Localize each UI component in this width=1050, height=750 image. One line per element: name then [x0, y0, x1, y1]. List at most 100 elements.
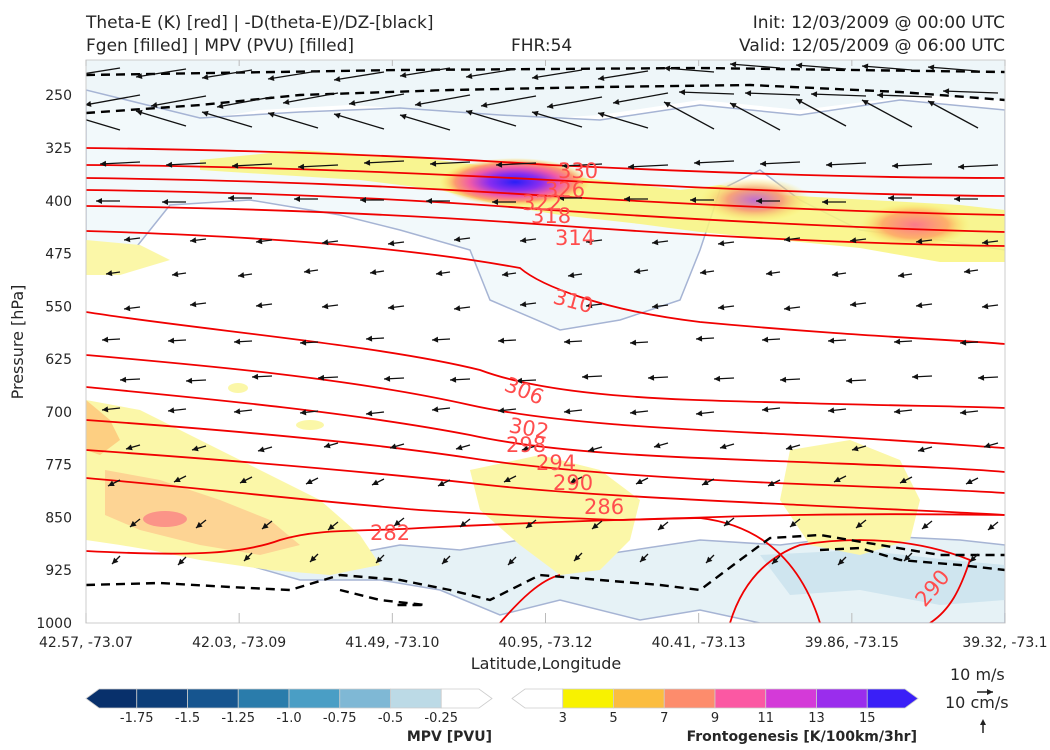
wind-vector: [876, 94, 933, 98]
colorbar-tick-label: 15: [859, 711, 876, 726]
wind-vector-head: [516, 377, 523, 384]
wind-vector-head: [228, 195, 234, 201]
wind-vector-head: [796, 62, 803, 69]
wind-vector-head: [190, 237, 197, 244]
wind-vector: [561, 163, 603, 167]
wind-vector-head: [822, 199, 828, 205]
wind-vector-head: [120, 376, 127, 383]
wind-vector: [333, 71, 385, 81]
wind-vector-head: [718, 304, 725, 311]
wind-vector: [531, 69, 583, 79]
wind-vector-head: [862, 63, 869, 70]
wind-vector-head: [432, 406, 439, 413]
wind-vector-head: [588, 446, 595, 453]
wind-vector-head: [310, 555, 317, 562]
wind-vector-head: [426, 198, 432, 204]
wind-vector-head: [192, 445, 199, 452]
wind-vector-head: [108, 480, 115, 486]
wind-vector-head: [574, 554, 581, 561]
wind-vector-head: [928, 64, 935, 71]
fgen-colorbar-title: Frontogenesis [K/100km/3hr]: [687, 729, 917, 745]
wind-vector-head: [756, 198, 762, 204]
colorbar-swatch: [440, 688, 493, 709]
wind-vector: [663, 101, 715, 130]
wind-vector-head: [954, 196, 960, 202]
y-tick-label: 550: [45, 299, 72, 315]
wind-vector-head: [102, 406, 109, 413]
wind-vector-head: [690, 197, 696, 203]
colorbar-swatch: [339, 688, 391, 709]
wind-vector-head: [334, 112, 341, 119]
wind-vector-head: [366, 335, 373, 342]
wind-vector-head: [828, 337, 835, 344]
wind-vector-head: [388, 240, 395, 247]
colorbar-tick-label: 9: [711, 711, 719, 726]
wind-vector-head: [762, 406, 769, 413]
fgen-colorbar: 3 5 7 9 11 13 15 Frontogenesis [K/100km/3hr]: [511, 688, 919, 745]
wind-vector-head: [283, 98, 290, 105]
wind-vector-head: [384, 375, 391, 382]
wind-vector-head: [102, 336, 109, 343]
wind-vector-head: [562, 162, 569, 169]
colorbar-swatch: [613, 688, 665, 709]
colorbar-tick-label: -1.0: [276, 711, 301, 726]
wind-vector: [729, 63, 781, 69]
colorbar-tick-label: 5: [609, 711, 617, 726]
wind-vector: [810, 93, 867, 97]
wind-vector-head: [268, 111, 275, 118]
wind-vector-head: [796, 99, 803, 105]
wind-vector-head: [454, 236, 461, 243]
wind-vector-head: [706, 556, 713, 563]
wind-vector-head: [234, 338, 241, 345]
wind-vector-head: [745, 90, 752, 97]
wind-vector-head: [894, 338, 901, 345]
y-tick-label: 700: [45, 405, 72, 421]
wind-vector-head: [928, 101, 935, 107]
wind-vector-head: [664, 102, 671, 108]
wind-vector-head: [922, 522, 929, 529]
wind-vector-head: [784, 305, 791, 312]
wind-vector: [891, 163, 933, 167]
wind-vector-head: [520, 301, 527, 308]
wind-vector: [678, 91, 735, 95]
contour-label-286: 286: [584, 495, 624, 519]
wind-vector-head: [760, 160, 767, 167]
init-time: Init: 12/03/2009 @ 00:00 UTC: [752, 13, 1005, 33]
contour-label-282: 282: [370, 521, 410, 545]
wind-vector-head: [364, 159, 371, 166]
wind-vector-head: [894, 408, 901, 415]
colorbar-tick-label: -1.25: [221, 711, 255, 726]
wind-vector-head: [982, 239, 989, 246]
wind-vector-head: [943, 88, 950, 95]
wind-vector-head: [916, 238, 923, 245]
mpv-colorbar: -1.75 -1.5 -1.25 -1.0 -0.75 -0.5 -0.25 MPV [PV…: [85, 688, 493, 745]
wind-vector-head: [532, 110, 539, 117]
wind-vector-head: [294, 196, 300, 202]
wind-vector-head: [217, 102, 224, 109]
colorbar-tick-label: -0.5: [378, 711, 403, 726]
wind-vector-head: [624, 196, 630, 202]
wind-vector-head: [978, 374, 985, 381]
wind-vector-head: [394, 519, 401, 526]
wind-vector-head: [780, 376, 787, 383]
wind-vector-head: [481, 101, 488, 108]
wind-vector-head: [70, 114, 77, 120]
wind-vector-head: [124, 236, 131, 243]
y-tick-label: 850: [45, 510, 72, 526]
x-tick-label: 40.95, -73.12: [498, 635, 592, 651]
wind-vector-head: [786, 444, 793, 451]
wind-vector-head: [520, 237, 527, 244]
wind-vector-head: [126, 444, 133, 451]
wind-vector-head: [360, 197, 366, 203]
wind-vector-head: [790, 520, 797, 527]
wind-vector: [150, 95, 207, 107]
wind-vector-head: [988, 523, 995, 530]
wind-vector-head: [300, 409, 307, 416]
wind-vector-head: [130, 520, 137, 527]
wind-vector-head: [586, 302, 593, 309]
wind-vector-head: [370, 269, 377, 276]
title-left-line2: Fgen [filled] | MPV (PVU) [filled]: [86, 36, 355, 56]
wind-vector-head: [112, 557, 119, 564]
colorbar-swatch: [511, 688, 564, 709]
wind-vector: [663, 67, 715, 73]
